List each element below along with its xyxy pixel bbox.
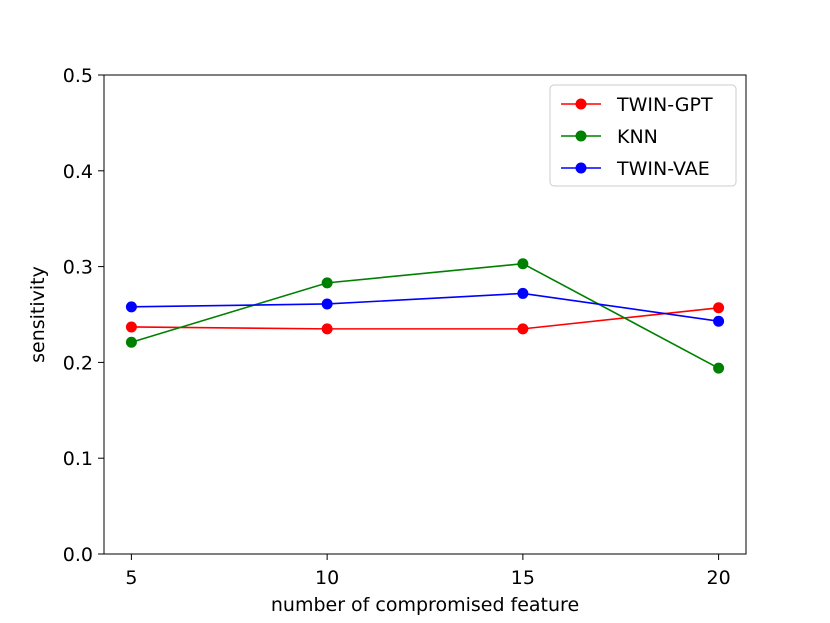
legend-swatch-marker: [575, 162, 587, 174]
data-point-twin-gpt: [517, 323, 529, 335]
legend-label: TWIN-GPT: [616, 94, 713, 116]
legend-label: TWIN-VAE: [616, 158, 710, 180]
legend-item-twin-vae: TWIN-VAE: [561, 158, 710, 180]
x-tick-label: 10: [315, 567, 339, 589]
y-tick-label: 0.1: [63, 448, 93, 470]
data-point-twin-gpt: [321, 323, 333, 335]
x-tick-label: 5: [125, 567, 137, 589]
y-tick-label: 0.0: [63, 544, 93, 566]
y-tick-label: 0.5: [63, 65, 93, 87]
data-point-knn: [125, 336, 137, 348]
y-axis-ticks: 0.0 0.1 0.2 0.3 0.4 0.5: [63, 65, 104, 566]
data-point-twin-vae: [321, 298, 333, 310]
legend-item-twin-gpt: TWIN-GPT: [561, 94, 713, 116]
data-point-twin-gpt: [713, 302, 725, 314]
data-point-twin-vae: [713, 315, 725, 327]
legend-box: [549, 84, 737, 187]
data-point-knn: [321, 277, 333, 289]
data-point-twin-vae: [125, 301, 137, 313]
legend: TWIN-GPT KNN TWIN-VAE: [549, 84, 737, 187]
legend-item-knn: KNN: [561, 126, 658, 148]
data-point-knn: [517, 258, 529, 270]
plot-frame: [103, 74, 747, 555]
series-line-twin-gpt: [131, 306, 719, 330]
series-line-twin-vae: [131, 292, 719, 322]
legend-swatch-marker: [575, 130, 587, 142]
x-tick-label: 20: [707, 567, 731, 589]
y-tick-label: 0.2: [63, 352, 93, 374]
data-point-knn: [713, 362, 725, 374]
legend-label: KNN: [617, 126, 658, 148]
legend-swatch-marker: [575, 98, 587, 110]
legend-items: TWIN-GPT KNN TWIN-VAE: [561, 94, 713, 180]
y-axis-label: sensitivity: [27, 266, 49, 363]
data-point-twin-gpt: [125, 321, 137, 333]
series-layer: [125, 258, 725, 374]
series-line-knn: [131, 262, 719, 369]
data-point-twin-vae: [517, 287, 529, 299]
x-axis-ticks: 5 10 15 20: [125, 554, 731, 589]
y-tick-label: 0.3: [63, 257, 93, 279]
x-tick-label: 15: [511, 567, 535, 589]
series-twin-gpt: [125, 302, 725, 335]
x-axis-label: number of compromised feature: [271, 594, 579, 616]
y-tick-label: 0.4: [63, 161, 93, 183]
series-knn: [125, 258, 725, 374]
series-twin-vae: [125, 287, 725, 327]
